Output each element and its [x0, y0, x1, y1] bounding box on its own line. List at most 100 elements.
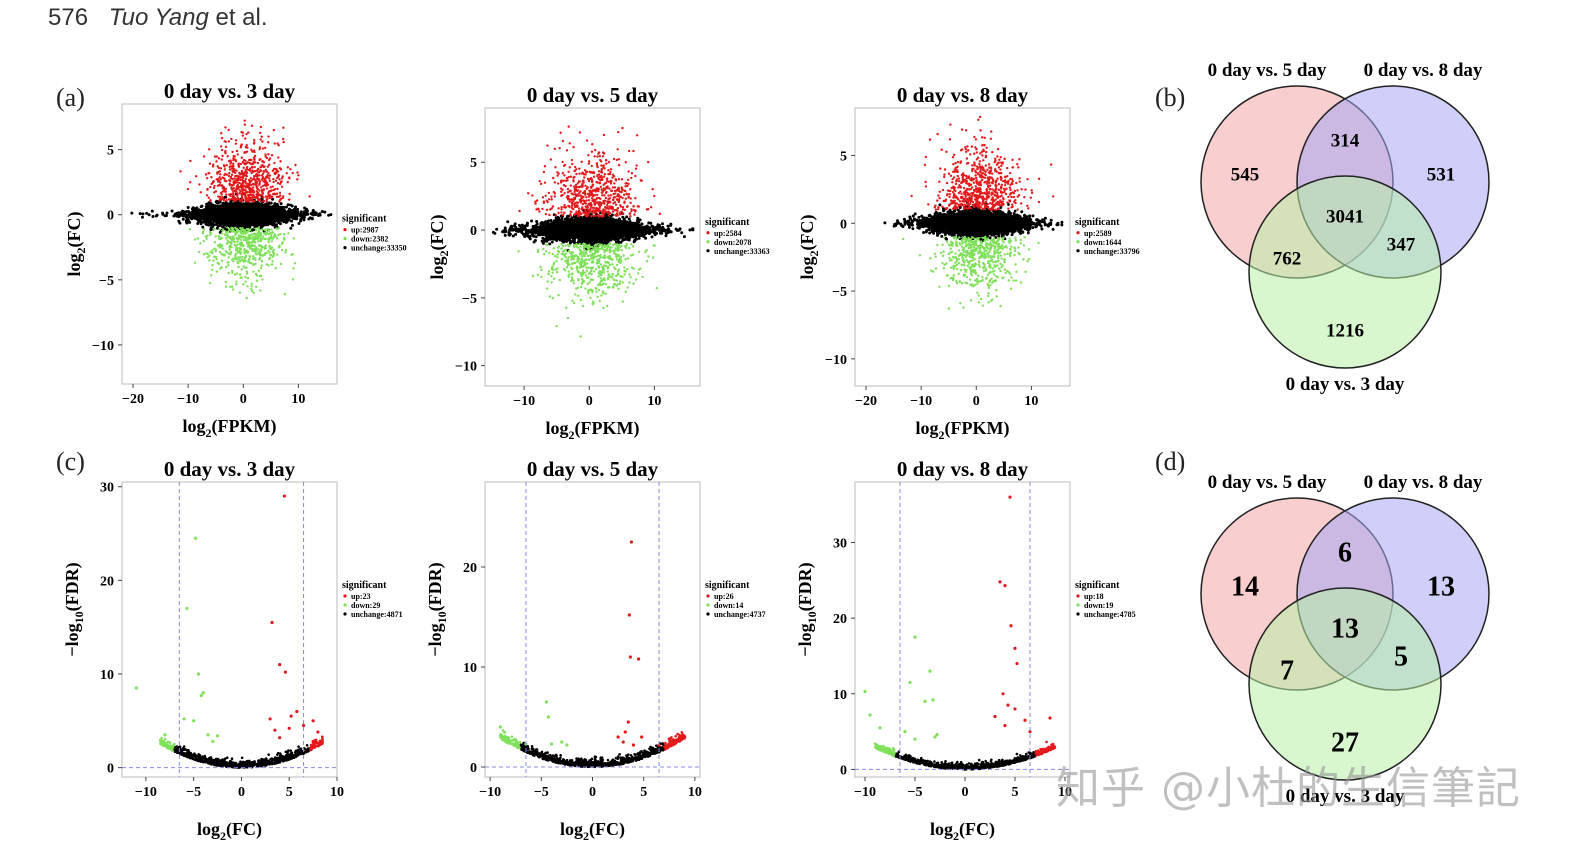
point-up: [249, 181, 251, 183]
point-up: [249, 169, 251, 171]
point-unchange: [209, 208, 212, 211]
point-down: [221, 260, 223, 262]
point-up: [218, 157, 220, 159]
point-down: [268, 251, 270, 253]
point-down: [285, 249, 287, 251]
point-unchange: [271, 198, 274, 201]
point-down: [237, 240, 239, 242]
point-up: [251, 172, 253, 174]
chart-ma1: 0 day vs. 3 day−20 −10 0 1050−5−10log2(FPKM…: [64, 79, 407, 440]
point-up: [229, 166, 231, 168]
point-down: [231, 286, 233, 288]
point-up: [261, 140, 263, 142]
point-up: [228, 172, 230, 174]
point-up: [246, 185, 248, 187]
point-unchange: [313, 211, 316, 214]
point-up: [269, 174, 271, 176]
point-unchange: [253, 204, 256, 207]
point-up: [206, 194, 208, 196]
point-down: [259, 250, 261, 252]
point-down: [214, 241, 216, 243]
point-up: [275, 179, 277, 181]
x-tick-label: −20: [122, 392, 144, 407]
point-unchange: [277, 220, 280, 223]
point-up: [266, 171, 268, 173]
point-down: [229, 248, 231, 250]
point-unchange: [299, 218, 302, 221]
point-up: [252, 186, 254, 188]
legend-key-up: [343, 228, 346, 231]
point-down: [238, 230, 240, 232]
point-up: [265, 195, 267, 197]
point-down: [230, 229, 232, 231]
point-down: [252, 233, 254, 235]
point-unchange: [179, 214, 182, 217]
point-up: [233, 200, 235, 202]
point-down: [255, 234, 257, 236]
point-up: [238, 177, 240, 179]
point-down: [264, 229, 266, 231]
point-down: [244, 280, 246, 282]
point-down: [252, 258, 254, 260]
point-unchange: [202, 212, 205, 215]
point-up: [233, 177, 235, 179]
point-unchange: [186, 216, 189, 219]
y-tick-label: 5: [470, 156, 477, 171]
point-up: [251, 166, 253, 168]
point-up: [253, 191, 255, 193]
point-unchange: [161, 212, 164, 215]
point-up: [209, 200, 211, 202]
point-down: [277, 234, 279, 236]
point-unchange: [272, 219, 275, 222]
point-unchange: [225, 222, 228, 225]
point-unchange: [224, 196, 227, 199]
point-up: [244, 123, 246, 125]
point-unchange: [283, 217, 286, 220]
point-down: [252, 241, 254, 243]
point-unchange: [291, 215, 294, 218]
point-down: [239, 249, 241, 251]
point-unchange: [281, 213, 284, 216]
point-down: [268, 245, 270, 247]
point-down: [199, 242, 201, 244]
point-down: [231, 228, 233, 230]
point-up: [261, 136, 263, 138]
point-down: [268, 233, 270, 235]
point-unchange: [166, 211, 169, 214]
y-tick-label: 0: [470, 224, 477, 239]
point-down: [287, 232, 289, 234]
point-down: [255, 246, 257, 248]
point-unchange: [206, 215, 209, 218]
point-up: [253, 141, 255, 143]
point-down: [282, 241, 284, 243]
point-up: [262, 147, 264, 149]
point-down: [229, 245, 231, 247]
point-down: [233, 230, 235, 232]
point-up: [249, 189, 251, 191]
point-unchange: [188, 211, 191, 214]
point-down: [292, 267, 294, 269]
point-up: [269, 190, 271, 192]
point-unchange: [141, 216, 144, 219]
point-down: [229, 286, 231, 288]
point-up: [246, 191, 248, 193]
point-down: [243, 248, 245, 250]
point-up: [223, 140, 225, 142]
point-up: [220, 167, 222, 169]
point-down: [210, 274, 212, 276]
point-unchange: [285, 213, 288, 216]
point-up: [219, 184, 221, 186]
point-up: [213, 185, 215, 187]
point-unchange: [286, 217, 289, 220]
point-unchange: [276, 205, 279, 208]
point-up: [281, 186, 283, 188]
point-up: [200, 191, 202, 193]
point-down: [239, 256, 241, 258]
point-down: [239, 260, 241, 262]
point-down: [245, 267, 247, 269]
point-down: [189, 228, 191, 230]
point-down: [228, 272, 230, 274]
panel-label-b: (b): [1155, 83, 1185, 112]
point-unchange: [228, 222, 231, 225]
point-unchange: [232, 214, 235, 217]
